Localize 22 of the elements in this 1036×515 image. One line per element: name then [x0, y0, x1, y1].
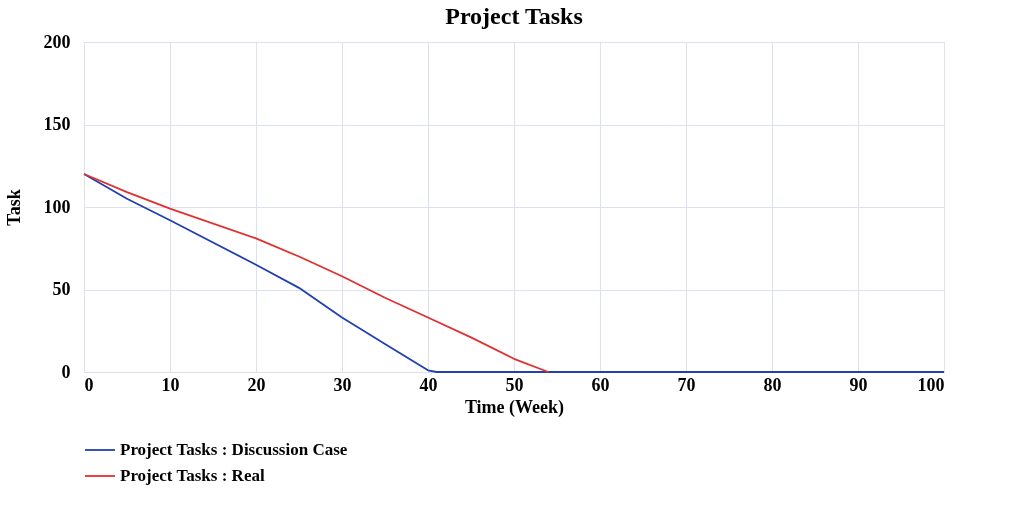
x-tick-label: 80 — [763, 374, 782, 395]
y-tick-label: 0 — [61, 361, 71, 382]
y-tick-label: 50 — [52, 279, 71, 299]
x-tick-label: 90 — [849, 374, 868, 395]
y-axis-title: Task — [3, 189, 24, 226]
y-tick-label: 200 — [43, 31, 71, 52]
x-axis-title: Time (Week) — [464, 396, 565, 418]
x-tick-label: 20 — [247, 374, 266, 395]
x-tick-label: 50 — [505, 374, 524, 395]
chart-title: Project Tasks — [445, 3, 583, 29]
x-tick-label: 0 — [84, 374, 94, 395]
line-series — [83, 173, 550, 373]
legend-label: Project Tasks : Discussion Case — [120, 440, 348, 459]
x-tick-label: 10 — [161, 374, 180, 395]
x-tick-label: 70 — [677, 374, 696, 395]
y-tick-label: 100 — [43, 196, 71, 217]
x-tick-label: 30 — [333, 374, 352, 395]
y-tick-label: 150 — [43, 114, 71, 134]
x-tick-label: 40 — [419, 374, 438, 395]
legend-label: Project Tasks : Real — [120, 466, 265, 485]
x-tick-label: 100 — [917, 374, 945, 395]
x-tick-label: 60 — [591, 374, 610, 395]
